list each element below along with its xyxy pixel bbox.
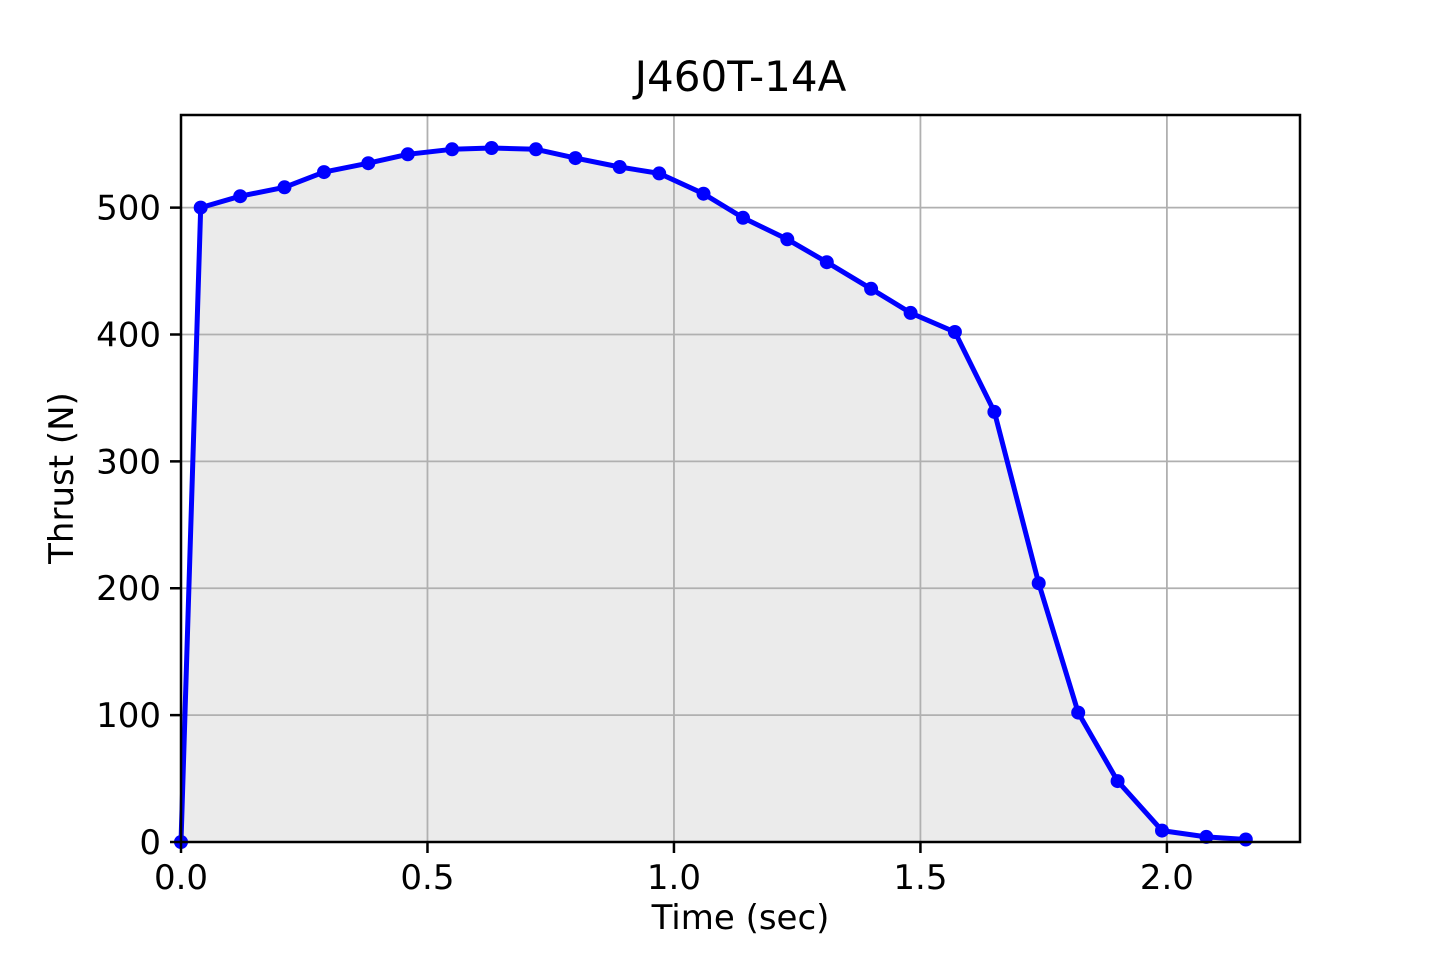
data-point-marker — [987, 404, 1002, 419]
data-point-marker — [652, 166, 667, 181]
area-fill — [181, 148, 1246, 842]
data-point-marker — [1155, 823, 1169, 838]
data-point-marker — [780, 232, 795, 247]
data-point-marker — [445, 142, 460, 157]
data-point-marker — [317, 165, 331, 180]
x-tick-label: 0.5 — [400, 858, 454, 898]
data-point-marker — [277, 180, 292, 195]
y-tick-label: 200 — [96, 569, 161, 609]
data-point-marker — [736, 210, 750, 225]
data-point-marker — [361, 156, 376, 171]
data-point-marker — [903, 305, 918, 320]
data-point-marker — [484, 141, 499, 155]
data-point-marker — [864, 281, 879, 296]
data-point-marker — [819, 255, 834, 270]
y-tick-label: 500 — [96, 189, 161, 229]
data-point-marker — [1199, 829, 1214, 844]
x-tick-label: 0.0 — [154, 858, 208, 898]
data-point-marker — [1031, 576, 1046, 591]
y-tick-label: 300 — [96, 442, 161, 482]
y-tick-label: 100 — [96, 696, 161, 736]
data-point-marker — [568, 151, 583, 166]
data-point-marker — [696, 186, 711, 201]
data-point-marker — [528, 142, 543, 157]
x-tick-label: 1.0 — [647, 858, 701, 898]
data-point-marker — [233, 189, 248, 204]
y-tick-label: 0 — [139, 823, 161, 863]
data-point-marker — [193, 200, 208, 215]
data-point-marker — [400, 147, 415, 162]
chart-title: J460T-14A — [634, 52, 847, 101]
x-tick-label: 2.0 — [1140, 858, 1194, 898]
x-axis-label: Time (sec) — [651, 898, 830, 938]
data-point-marker — [947, 325, 962, 339]
y-axis-label: Thrust (N) — [42, 392, 82, 564]
y-tick-label: 400 — [96, 315, 161, 355]
plot-frame — [179, 113, 1302, 844]
data-point-marker — [612, 160, 627, 174]
data-point-marker — [1238, 832, 1253, 847]
data-point-marker — [1071, 705, 1086, 720]
x-tick-label: 1.5 — [893, 858, 947, 898]
data-point-marker — [1110, 774, 1125, 789]
